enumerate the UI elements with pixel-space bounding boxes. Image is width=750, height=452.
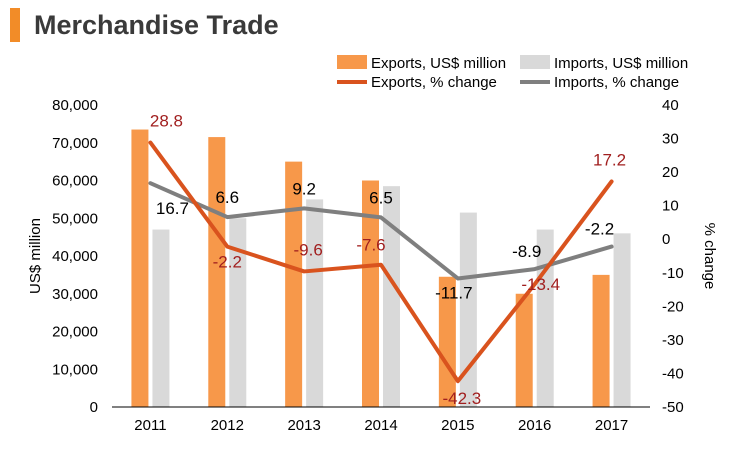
- x-tick-label: 2014: [364, 417, 397, 434]
- exports-change-label: 17.2: [593, 151, 626, 170]
- exports-bar-2017: [592, 274, 610, 407]
- bar-group: [131, 129, 631, 407]
- exports-change-label: 28.8: [150, 112, 183, 131]
- chart-legend: Exports, US$ million Imports, US$ million…: [337, 55, 688, 91]
- page-title: Merchandise Trade: [34, 10, 279, 40]
- exports-bar-2012: [208, 137, 226, 407]
- exports-change-label: -2.2: [213, 253, 242, 272]
- imports-change-line: [148, 181, 614, 281]
- imports-change-label: -11.7: [435, 283, 473, 302]
- x-tick-label: 2017: [595, 417, 628, 434]
- x-tick-label: 2016: [518, 417, 551, 434]
- exports-bar-2016: [515, 293, 533, 407]
- y2-tick-label: -10: [662, 265, 684, 282]
- x-tick-label: 2013: [287, 417, 320, 434]
- legend-label-imports-line: Imports, % change: [554, 74, 679, 91]
- x-tick-label: 2015: [441, 417, 474, 434]
- y2-tick-label: 20: [662, 164, 679, 181]
- y2-tick-label: -40: [662, 365, 684, 382]
- y-tick-label: 80,000: [52, 97, 98, 114]
- imports-bar-2012: [229, 218, 247, 407]
- imports-change-label: 6.5: [369, 188, 393, 207]
- exports-change-label: -13.4: [521, 275, 560, 294]
- line-group: [148, 140, 614, 384]
- legend-label-exports-line: Exports, % change: [371, 74, 497, 91]
- exports-bar-2011: [131, 129, 149, 407]
- imports-change-label: -8.9: [512, 242, 541, 261]
- imports-bar-2017: [613, 233, 631, 407]
- legend-swatch-imports-bar: [520, 55, 550, 69]
- y2-tick-label: -20: [662, 298, 684, 315]
- imports-bar-2015: [459, 212, 477, 407]
- imports-change-label: 16.7: [156, 199, 189, 218]
- exports-bar-2013: [285, 161, 303, 407]
- y-axis-title: US$ million: [27, 218, 44, 294]
- y-tick-label: 40,000: [52, 248, 98, 265]
- y-tick-label: 50,000: [52, 210, 98, 227]
- exports-change-line: [148, 140, 614, 384]
- imports-change-label: -2.2: [585, 220, 614, 239]
- y2-tick-label: -30: [662, 332, 684, 349]
- exports-change-label: -7.6: [356, 236, 385, 255]
- y2-tick-label: 30: [662, 131, 679, 148]
- data-labels: 28.8 -2.2 -9.6 -7.6 -42.3 -13.4 17.2 16.7 6.6 9.2…: [150, 112, 626, 409]
- imports-bar-2011: [152, 229, 170, 407]
- y2-tick-label: -50: [662, 399, 684, 416]
- exports-change-label: -9.6: [293, 240, 322, 259]
- y-tick-label: 0: [90, 399, 98, 416]
- exports-bar-2014: [362, 180, 379, 407]
- x-tick-label: 2012: [211, 417, 244, 434]
- imports-bar-2014: [383, 186, 400, 407]
- y-tick-label: 20,000: [52, 324, 98, 341]
- exports-change-label: -42.3: [442, 389, 481, 408]
- y2-tick-label: 40: [662, 97, 679, 114]
- y2-axis-title: % change: [701, 223, 718, 290]
- y2-tick-label: 10: [662, 198, 679, 215]
- y-tick-label: 10,000: [52, 361, 98, 378]
- legend-label-imports-bar: Imports, US$ million: [554, 55, 688, 72]
- y2-tick-label: 0: [662, 231, 670, 248]
- legend-swatch-exports-bar: [337, 55, 367, 69]
- imports-bar-2013: [306, 199, 324, 407]
- imports-change-label: 6.6: [215, 188, 239, 207]
- legend-label-exports-bar: Exports, US$ million: [371, 55, 506, 72]
- imports-change-label: 9.2: [292, 179, 316, 198]
- y-tick-label: 70,000: [52, 135, 98, 152]
- x-tick-label: 2011: [134, 417, 166, 434]
- title-marker: [10, 8, 20, 42]
- y-tick-label: 30,000: [52, 286, 98, 303]
- axes: 2011 2012 2013 2014 2015 2016 2017 0 10,000 20,00…: [27, 97, 718, 434]
- y-tick-label: 60,000: [52, 173, 98, 190]
